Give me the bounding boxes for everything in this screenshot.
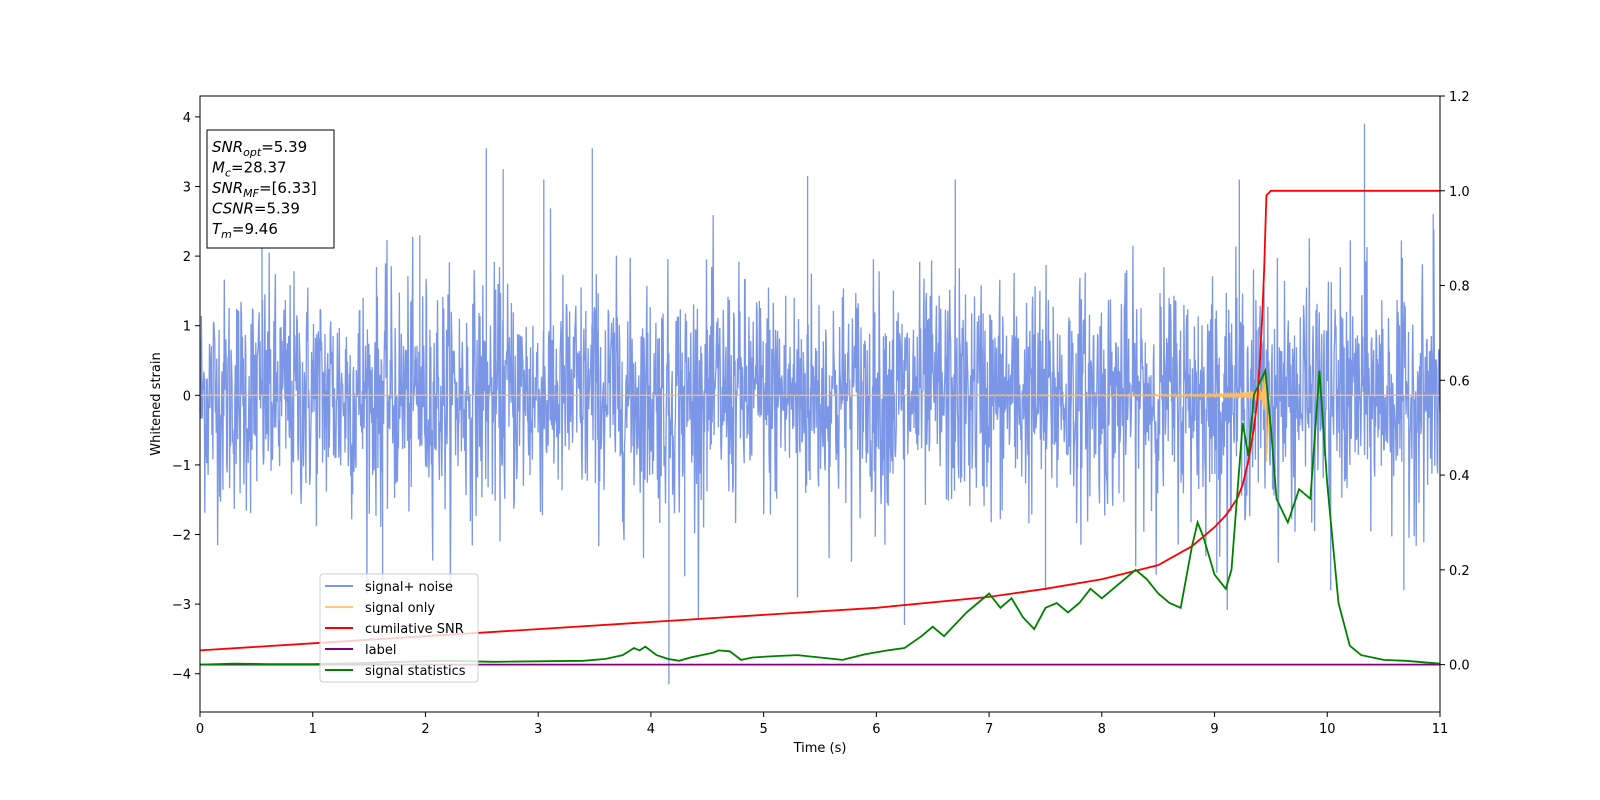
x-tick-label: 7: [985, 722, 993, 737]
y-right-tick-label: 0.8: [1449, 280, 1470, 295]
y-right-tick-label: 0.2: [1449, 564, 1470, 579]
y-axis-right: 1.2 1.0 0.8 0.6 0.4 0.2 0.0: [1440, 90, 1470, 674]
x-tick-label: 3: [534, 722, 542, 737]
x-tick-label: 4: [647, 722, 655, 737]
x-tick-label: 11: [1432, 722, 1449, 737]
legend-label: cumilative SNR: [365, 622, 464, 637]
annotation-line: Tm=9.46: [212, 220, 278, 241]
x-tick-label: 5: [759, 722, 767, 737]
y-left-tick-label: −1: [172, 459, 191, 474]
annotation-frame: [206, 129, 335, 249]
x-tick-label: 10: [1319, 722, 1336, 737]
x-tick-label: 8: [1098, 722, 1106, 737]
y-left-tick-label: 0: [183, 389, 191, 404]
legend-label: signal statistics: [365, 664, 466, 679]
annotation-line: SNRopt=5.39: [212, 138, 307, 159]
y-left-tick-label: −2: [172, 529, 191, 544]
legend-label: label: [365, 643, 396, 658]
y-right-tick-label: 1.0: [1449, 185, 1470, 200]
y-right-tick-label: 0.0: [1449, 659, 1470, 674]
x-tick-label: 0: [196, 722, 204, 737]
y-left-tick-label: 3: [183, 180, 191, 195]
annotation-line: SNRMF=[6.33]: [212, 179, 317, 200]
y-left-tick-label: −4: [172, 668, 191, 683]
y-left-tick-label: 4: [183, 111, 191, 126]
y-right-tick-label: 0.4: [1449, 469, 1470, 484]
legend-label: signal only: [365, 601, 435, 616]
legend-frame: [319, 573, 479, 683]
x-axis-title: Time (s): [793, 741, 847, 756]
legend-label: signal+ noise: [365, 580, 453, 595]
y-right-tick-label: 1.2: [1449, 90, 1470, 105]
y-left-tick-label: 2: [183, 250, 191, 265]
x-tick-label: 9: [1210, 722, 1218, 737]
y-left-tick-label: 1: [183, 320, 191, 335]
legend: signal+ noise signal only cumilative SNR la…: [319, 573, 479, 683]
series-cumilative-snr: [199, 189, 1440, 652]
annotation-line: CSNR=5.39: [212, 200, 300, 218]
x-tick-label: 1: [309, 722, 317, 737]
y-axis-left: 4 3 2 1 0 −1 −2 −3 −4: [172, 111, 200, 683]
series-signal-statistics: [199, 367, 1441, 666]
y-right-tick-label: 0.6: [1449, 374, 1470, 389]
plot-frame: [199, 95, 1441, 713]
x-tick-label: 6: [872, 722, 880, 737]
y-left-tick-label: −3: [172, 598, 191, 613]
annotation-line: Mc=28.37: [212, 159, 287, 180]
x-tick-label: 2: [421, 722, 429, 737]
x-axis: 0 1 2 3 4 5 6 7 8 9 10 11: [196, 712, 1448, 737]
series-signal-noise: [199, 123, 1441, 685]
y-axis-title: Whitened strain: [149, 352, 164, 455]
annotation-box: SNRopt=5.39Mc=28.37SNRMF=[6.33]CSNR=5.39…: [206, 129, 335, 249]
series-signal-only: [200, 366, 1440, 462]
